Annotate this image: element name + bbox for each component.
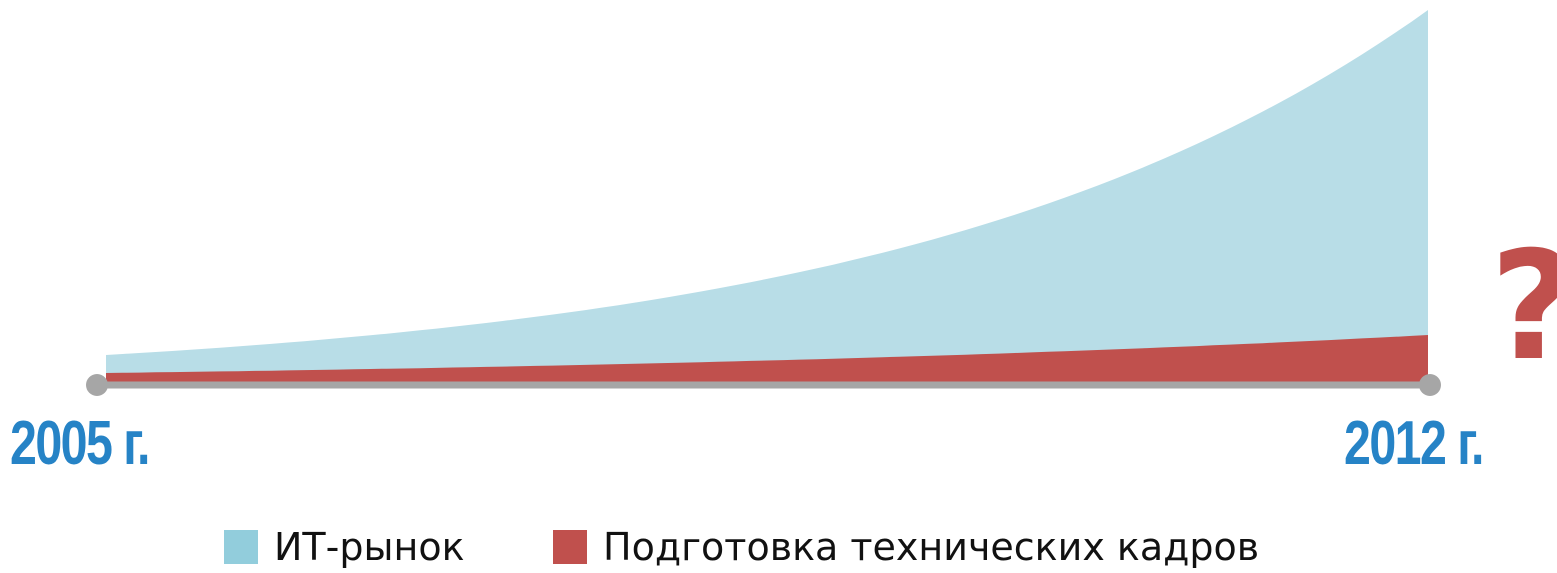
legend-item-technical-training: Подготовка технических кадров bbox=[553, 525, 1260, 569]
technical-training-area bbox=[106, 335, 1428, 385]
timeline-end-dot bbox=[1419, 374, 1441, 396]
legend-swatch-technical-training bbox=[553, 530, 587, 564]
year-start-label: 2005 г. bbox=[10, 409, 150, 478]
legend-swatch-it-market bbox=[224, 530, 258, 564]
year-end-label: 2012 г. bbox=[1344, 409, 1484, 478]
legend-item-it-market: ИТ-рынок bbox=[224, 525, 465, 569]
it-market-area bbox=[106, 10, 1428, 385]
timeline-start-dot bbox=[86, 374, 108, 396]
legend-label-technical-training: Подготовка технических кадров bbox=[603, 525, 1260, 569]
legend-label-it-market: ИТ-рынок bbox=[274, 525, 465, 569]
question-mark-annotation: ? bbox=[1490, 222, 1557, 392]
